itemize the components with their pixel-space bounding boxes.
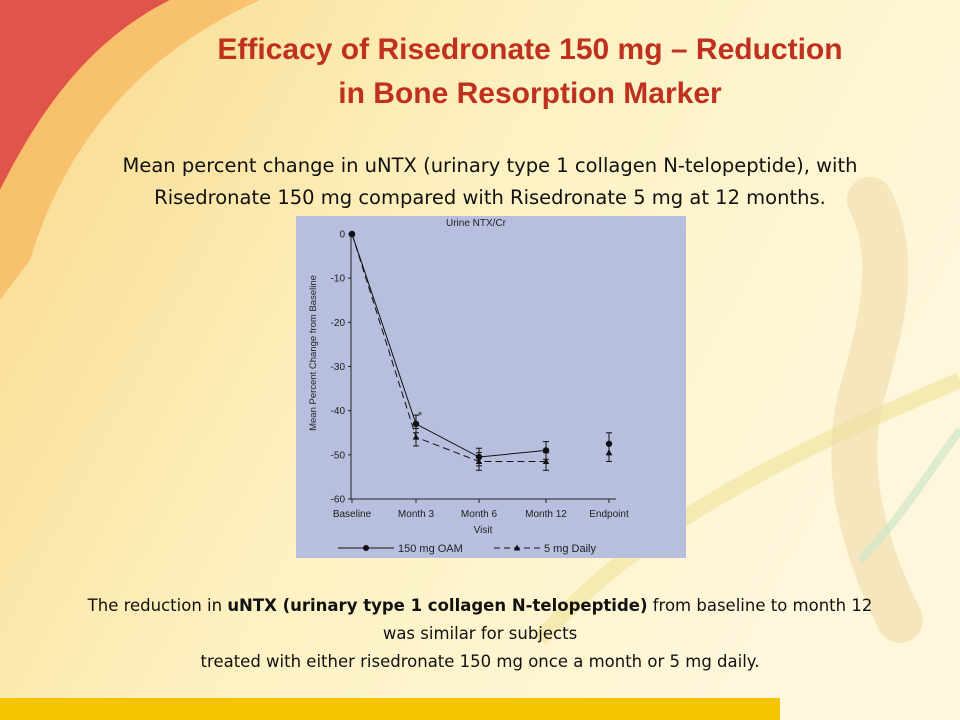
y-tick-label: -60 bbox=[331, 495, 346, 506]
x-tick-label: Month 3 bbox=[398, 509, 435, 520]
caption-line-1: The reduction in uNTX (urinary type 1 co… bbox=[0, 592, 960, 620]
y-tick-label: -30 bbox=[331, 362, 346, 373]
slide-caption: The reduction in uNTX (urinary type 1 co… bbox=[0, 592, 960, 676]
legend-label-series-1: 150 mg OAM bbox=[398, 543, 463, 555]
caption-text-end: from baseline to month 12 bbox=[647, 596, 872, 615]
x-tick-label: Month 6 bbox=[461, 509, 498, 520]
x-tick-label: Baseline bbox=[333, 509, 372, 520]
x-tick-label: Month 12 bbox=[525, 509, 567, 520]
subtitle-line-2: Risedronate 150 mg compared with Risedro… bbox=[60, 182, 920, 214]
title-line-1: Efficacy of Risedronate 150 mg – Reducti… bbox=[100, 28, 960, 72]
x-axis-label: Visit bbox=[474, 525, 493, 536]
x-tick-label: Endpoint bbox=[589, 509, 629, 520]
slide-subtitle: Mean percent change in uNTX (urinary typ… bbox=[60, 150, 920, 214]
data-point-triangle bbox=[606, 449, 612, 455]
chart-panel: Urine NTX/Cr Mean Percent Change from Ba… bbox=[296, 216, 686, 558]
title-line-2: in Bone Resorption Marker bbox=[100, 72, 960, 116]
subtitle-line-1: Mean percent change in uNTX (urinary typ… bbox=[60, 150, 920, 182]
series-line-1 bbox=[352, 234, 546, 457]
series-line-2 bbox=[352, 234, 546, 461]
data-point-circle bbox=[413, 421, 419, 427]
caption-line-2: was similar for subjects bbox=[0, 620, 960, 648]
caption-line-3: treated with either risedronate 150 mg o… bbox=[0, 648, 960, 676]
legend-marker-circle bbox=[363, 545, 369, 551]
y-tick-label: -10 bbox=[331, 274, 346, 285]
line-chart: Urine NTX/Cr Mean Percent Change from Ba… bbox=[296, 216, 686, 558]
chart-title: Urine NTX/Cr bbox=[446, 218, 507, 229]
data-point-triangle bbox=[413, 434, 419, 440]
y-axis-label: Mean Percent Change from Baseline bbox=[308, 275, 319, 431]
y-tick-label: -50 bbox=[331, 450, 346, 461]
legend-label-series-2: 5 mg Daily bbox=[544, 543, 596, 555]
slide-title: Efficacy of Risedronate 150 mg – Reducti… bbox=[100, 28, 960, 116]
y-tick-label: -40 bbox=[331, 406, 346, 417]
bottom-accent-bar bbox=[0, 698, 780, 720]
caption-text-start: The reduction in bbox=[88, 596, 228, 615]
significance-annotation: * bbox=[418, 411, 423, 421]
y-tick-label: -20 bbox=[331, 318, 346, 329]
y-tick-label: 0 bbox=[339, 230, 345, 241]
chart-legend: 150 mg OAM 5 mg Daily bbox=[338, 543, 596, 555]
caption-bold-term: uNTX (urinary type 1 collagen N-telopept… bbox=[227, 596, 647, 615]
